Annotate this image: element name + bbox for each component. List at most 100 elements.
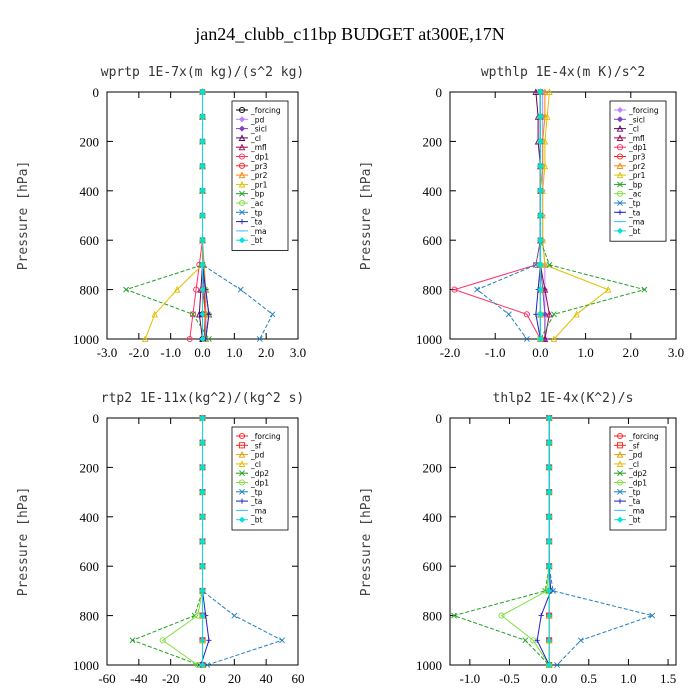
legend-marker — [239, 488, 245, 495]
y-tick-label: 200 — [423, 460, 443, 475]
legend-marker — [238, 125, 246, 132]
x-tick-label: -1.0 — [160, 345, 181, 360]
legend-marker — [238, 450, 246, 458]
data-point — [173, 285, 181, 293]
y-tick-label: 600 — [423, 559, 443, 574]
series-dp2 — [451, 415, 553, 668]
x-tick-label: 3.0 — [668, 345, 684, 360]
x-tick-label: 0.5 — [581, 671, 597, 686]
legend-label: _bt — [628, 516, 641, 525]
legend-label: _ma — [628, 506, 645, 515]
data-point — [523, 336, 530, 342]
data-point — [451, 612, 457, 619]
data-point — [451, 286, 458, 293]
legend-label: _forcing — [628, 106, 659, 115]
chart-title: thlp2 1E-4x(K^2)/s — [493, 391, 634, 406]
legend-marker — [616, 190, 624, 197]
legend-marker — [616, 460, 624, 467]
series-bt — [546, 414, 553, 669]
x-tick-label: 60 — [292, 671, 305, 686]
y-tick-label: 800 — [423, 283, 443, 298]
legend-marker — [616, 432, 624, 440]
data-point — [537, 237, 544, 244]
data-point — [199, 414, 206, 422]
data-point — [538, 613, 544, 619]
series-line — [452, 418, 550, 666]
data-point — [199, 311, 206, 318]
data-point — [546, 464, 553, 471]
series-dp2 — [129, 415, 206, 668]
x-tick-label: 0.0 — [194, 345, 210, 360]
legend-marker — [238, 180, 246, 188]
legend-label: _pr1 — [250, 180, 268, 189]
data-point — [532, 261, 539, 268]
legend-marker — [238, 116, 246, 123]
data-point — [537, 138, 544, 145]
legend-label: _dp1 — [250, 479, 269, 488]
series-line — [131, 418, 203, 666]
legend-marker — [616, 144, 624, 151]
x-tick-label: 40 — [260, 671, 273, 686]
data-point — [551, 311, 557, 318]
data-point — [543, 113, 551, 120]
data-point — [649, 612, 656, 619]
data-point — [190, 311, 196, 318]
legend-marker — [238, 479, 246, 486]
y-tick-label: 600 — [80, 559, 100, 574]
legend: _forcing_sf_pd_cl_dp2_dp1_tp_ta_ma_bt — [231, 426, 289, 531]
data-point — [199, 163, 206, 170]
series-line — [476, 92, 541, 340]
series-pr1 — [141, 88, 206, 343]
legend-label: _pr2 — [628, 162, 646, 171]
legend-box — [609, 100, 667, 242]
series-line — [124, 92, 210, 340]
y-tick-label: 600 — [423, 233, 443, 248]
legend-marker — [238, 134, 246, 141]
data-point — [546, 563, 553, 570]
chart-title: rtp2 1E-11x(kg^2)/(kg^2 s) — [101, 391, 305, 406]
data-point — [474, 286, 481, 293]
y-tick-label: 1000 — [416, 658, 442, 673]
y-tick-label: 0 — [93, 411, 100, 426]
series-tp — [474, 89, 544, 342]
legend-label: _ta — [628, 497, 640, 506]
legend-marker — [239, 498, 245, 504]
series-line — [500, 418, 550, 666]
data-point — [199, 237, 206, 244]
legend-marker — [238, 460, 246, 467]
legend-marker — [617, 209, 623, 215]
x-tick-label: 0.0 — [532, 345, 548, 360]
y-axis-label: Pressure [hPa] — [16, 161, 31, 271]
legend-marker — [238, 143, 246, 151]
y-tick-label: 1000 — [73, 332, 99, 347]
legend-label: _pr3 — [628, 153, 646, 162]
data-point — [554, 662, 560, 668]
data-point — [269, 311, 276, 318]
chart-panel-3: rtp2 1E-11x(kg^2)/(kg^2 s) Pressure [hPa]… — [16, 391, 305, 686]
legend-label: _dp1 — [250, 153, 269, 162]
x-tick-label: 2.0 — [623, 345, 639, 360]
x-tick-label: -40 — [130, 671, 147, 686]
legend-marker — [616, 116, 624, 123]
data-point — [546, 612, 553, 619]
data-point — [541, 261, 549, 268]
data-point — [186, 335, 193, 343]
data-point — [199, 212, 206, 219]
data-point — [550, 335, 558, 343]
legend-label: _pd — [628, 451, 643, 460]
data-point — [141, 335, 149, 343]
data-point — [199, 439, 206, 446]
y-tick-label: 1000 — [416, 332, 442, 347]
data-point — [123, 286, 130, 293]
data-point — [256, 336, 263, 342]
legend-marker — [616, 479, 624, 486]
y-axis-label: Pressure [hPa] — [359, 161, 374, 271]
legend-marker — [617, 488, 623, 495]
y-axis-label: Pressure [hPa] — [359, 487, 374, 597]
data-point — [199, 489, 206, 496]
legend-label: _ma — [628, 218, 645, 227]
data-point — [206, 311, 212, 317]
chart-title: wprtp 1E-7x(m kg)/(s^2 kg) — [101, 65, 305, 80]
